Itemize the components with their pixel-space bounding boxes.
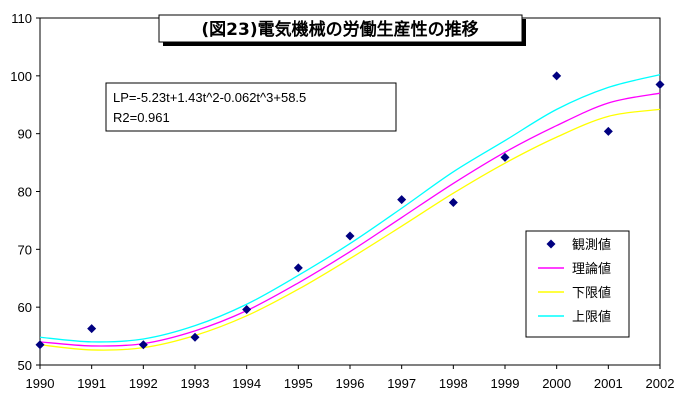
observed-point xyxy=(655,80,665,90)
observed-point xyxy=(35,340,45,350)
legend-label: 下限値 xyxy=(572,285,611,301)
x-tick-label: 2000 xyxy=(542,376,571,391)
observed-point xyxy=(87,324,97,334)
legend-label: 上限値 xyxy=(572,309,611,325)
y-tick-label: 80 xyxy=(18,185,32,200)
observed-point xyxy=(500,152,510,162)
chart-title-frame xyxy=(158,14,523,43)
y-tick-label: 60 xyxy=(18,300,32,315)
observed-point xyxy=(293,263,303,273)
x-tick-label: 1999 xyxy=(491,376,520,391)
x-tick-label: 2001 xyxy=(594,376,623,391)
x-tick-label: 1991 xyxy=(77,376,106,391)
legend-label: 観測値 xyxy=(572,237,611,253)
observed-point xyxy=(552,71,562,81)
series-line-upper xyxy=(39,74,661,343)
x-tick-label: 1997 xyxy=(387,376,416,391)
equation-box: LP=-5.23t+1.43t^2-0.062t^3+58.5 R2=0.961 xyxy=(105,82,397,132)
y-tick-label: 70 xyxy=(18,242,32,257)
x-tick-label: 1996 xyxy=(336,376,365,391)
observed-point xyxy=(397,195,407,205)
chart-title-box: (図23)電気機械の労働生産性の推移 xyxy=(158,14,526,46)
legend-label: 理論値 xyxy=(572,261,611,277)
observed-point xyxy=(138,340,148,350)
legend-marker xyxy=(546,239,556,249)
equation-frame xyxy=(105,82,397,132)
observed-point xyxy=(448,197,458,207)
y-tick-label: 110 xyxy=(11,11,32,26)
x-tick-label: 1998 xyxy=(439,376,468,391)
observed-point xyxy=(242,304,252,314)
x-tick-label: 1995 xyxy=(284,376,313,391)
x-tick-label: 1990 xyxy=(26,376,55,391)
series-layer xyxy=(35,71,665,351)
chart-title: (図23)電気機械の労働生産性の推移 xyxy=(201,19,478,40)
y-tick-label: 50 xyxy=(18,358,32,373)
y-tick-label: 90 xyxy=(18,127,32,142)
x-tick-label: 1993 xyxy=(181,376,210,391)
legend-frame xyxy=(525,230,630,338)
observed-point xyxy=(345,231,355,241)
observed-point xyxy=(603,126,613,136)
x-tick-label: 2002 xyxy=(646,376,675,391)
equation-line-2: R2=0.961 xyxy=(113,110,170,125)
equation-line-1: LP=-5.23t+1.43t^2-0.062t^3+58.5 xyxy=(113,90,306,105)
x-tick-label: 1992 xyxy=(129,376,158,391)
x-tick-label: 1994 xyxy=(232,376,261,391)
y-tick-label: 100 xyxy=(10,69,32,84)
observed-point xyxy=(190,332,200,342)
axis-layer: 50 60 70 80 90 100 110 1990 1991 1992 1993 1994 1995… xyxy=(10,11,674,391)
